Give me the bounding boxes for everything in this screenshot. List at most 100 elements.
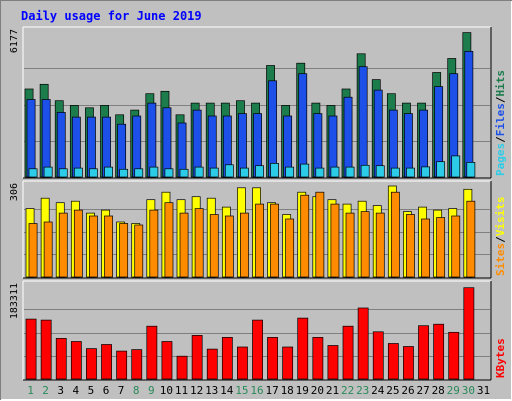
x-tick-label: 11: [175, 384, 188, 397]
bar-kbytes-day-22: [342, 325, 354, 380]
x-tick-label: 5: [88, 384, 95, 397]
x-tick-label: 20: [311, 384, 324, 397]
bar-sites-day-24: [375, 212, 385, 278]
bar-files-day-30: [464, 51, 474, 178]
bar-kbytes-day-18: [282, 346, 294, 380]
bar-kbytes-day-8: [131, 349, 143, 380]
bar-files-day-19: [298, 73, 308, 178]
x-tick-label: 13: [205, 384, 218, 397]
bar-sites-day-8: [134, 224, 144, 278]
bar-pages-day-26: [406, 167, 415, 178]
bar-pages-day-3: [58, 168, 68, 178]
bar-pages-day-18: [285, 166, 295, 178]
bar-pages-day-21: [330, 166, 340, 178]
panel-visits_sites: 306 Sites/Visits: [9, 180, 507, 279]
legend-separator: /: [494, 96, 507, 103]
bar-kbytes-day-20: [312, 337, 324, 380]
bar-kbytes-day-5: [86, 348, 97, 380]
bar-pages-day-8: [134, 168, 144, 178]
x-tick-label: 25: [386, 384, 399, 397]
bar-files-day-3: [56, 112, 66, 178]
x-tick-label: 27: [416, 384, 429, 397]
bar-pages-day-1: [28, 168, 38, 178]
bar-pages-day-30: [466, 162, 476, 178]
bar-kbytes-day-29: [448, 331, 460, 380]
bar-sites-day-21: [330, 203, 340, 278]
bar-kbytes-day-2: [40, 319, 52, 380]
bar-files-day-9: [147, 102, 157, 178]
x-tick-label: 3: [57, 384, 64, 397]
bar-sites-day-7: [119, 223, 129, 278]
bar-pages-day-7: [119, 168, 129, 178]
bar-pages-day-20: [315, 167, 325, 178]
x-tick-label: 8: [133, 384, 140, 397]
legend-pages: Pages: [494, 143, 507, 176]
bar-sites-day-11: [179, 212, 189, 278]
bar-sites-day-10: [164, 202, 174, 278]
panel-legend: KBytes: [494, 338, 507, 378]
bar-kbytes-day-30: [463, 287, 475, 380]
bar-pages-day-12: [194, 166, 204, 178]
bar-sites-day-25: [390, 191, 400, 278]
bar-files-day-8: [132, 115, 142, 178]
bar-sites-day-14: [224, 215, 234, 278]
bar-sites-day-19: [300, 194, 310, 278]
x-tick-label: 2: [42, 384, 49, 397]
legend-kbytes: KBytes: [494, 338, 507, 378]
bar-pages-day-17: [270, 163, 279, 178]
bar-kbytes-day-9: [146, 325, 158, 380]
legend-visits: Visits: [494, 197, 507, 237]
bar-pages-day-23: [360, 164, 370, 178]
bar-files-day-2: [41, 99, 51, 178]
panel-max-label: 306: [9, 183, 20, 201]
x-tick-label: 16: [250, 384, 263, 397]
panel-max-label: 6177: [9, 29, 20, 53]
x-tick-label: 21: [326, 384, 339, 397]
bar-pages-day-10: [164, 168, 174, 178]
bar-files-day-15: [238, 113, 247, 178]
bar-pages-day-25: [390, 167, 400, 178]
bar-pages-day-15: [240, 167, 249, 178]
x-tick-label: 6: [103, 384, 110, 397]
bar-files-day-1: [26, 99, 36, 178]
bar-pages-day-24: [375, 165, 385, 178]
bar-sites-day-20: [315, 191, 325, 278]
bar-files-day-20: [313, 113, 323, 178]
bar-sites-day-1: [28, 223, 38, 278]
bar-kbytes-day-3: [55, 338, 67, 380]
bar-kbytes-day-12: [191, 335, 203, 380]
bar-kbytes-day-10: [161, 341, 173, 380]
legend-files: Files: [494, 103, 507, 136]
bar-files-day-24: [373, 89, 383, 178]
bar-sites-day-26: [406, 214, 415, 278]
bar-pages-day-14: [224, 164, 234, 178]
bar-pages-day-11: [179, 168, 189, 178]
bar-sites-day-15: [240, 212, 249, 278]
legend-hits: Hits: [494, 70, 507, 97]
bar-files-day-26: [404, 113, 413, 178]
x-tick-label: 29: [447, 384, 460, 397]
bar-pages-day-29: [451, 155, 461, 178]
bar-sites-day-5: [89, 215, 98, 278]
x-tick-label: 9: [148, 384, 155, 397]
panel-legend: Sites/Visits: [494, 197, 507, 277]
bar-pages-day-27: [421, 166, 430, 178]
x-tick-label: 10: [160, 384, 173, 397]
x-tick-label: 24: [371, 384, 385, 397]
bar-sites-day-23: [360, 211, 370, 278]
bar-pages-day-13: [209, 167, 219, 178]
bar-sites-day-6: [104, 215, 113, 278]
panel-legend: Pages/Files/Hits: [494, 70, 507, 176]
x-tick-label: 17: [265, 384, 278, 397]
bar-pages-day-9: [149, 166, 159, 178]
bar-files-day-17: [268, 80, 277, 178]
bar-pages-day-16: [255, 165, 264, 178]
bar-sites-day-3: [58, 212, 68, 278]
bar-sites-day-27: [421, 218, 430, 278]
bar-pages-day-28: [436, 161, 446, 178]
x-tick-label: 31: [477, 384, 490, 397]
x-tick-label: 26: [401, 384, 414, 397]
